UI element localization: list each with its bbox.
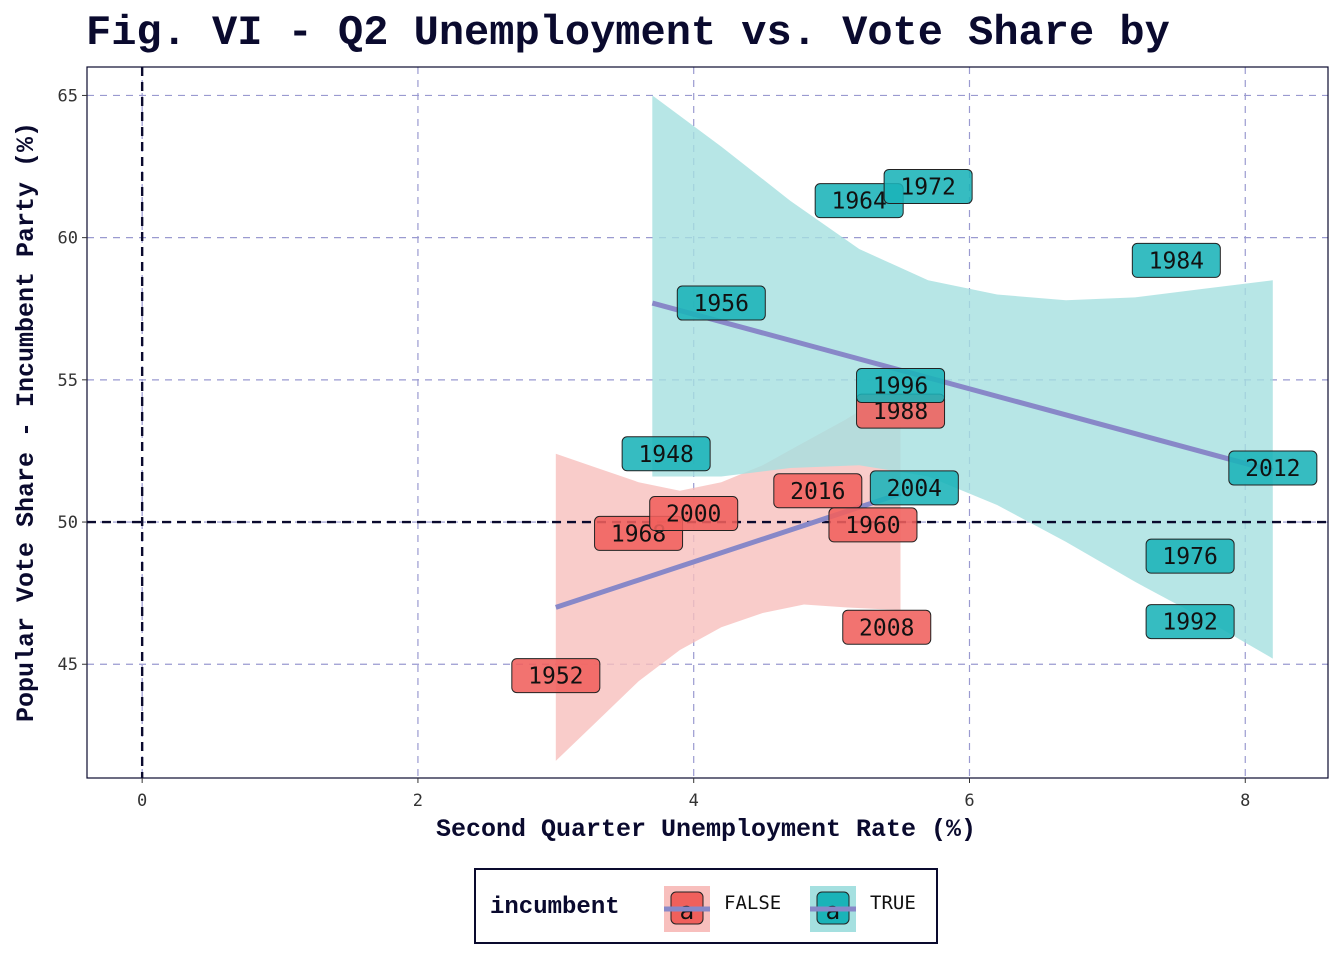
point-label-text: 1988 <box>873 399 928 425</box>
point-label-2008: 2008 <box>842 609 932 645</box>
point-label-box <box>649 496 739 532</box>
point-label-text: 2008 <box>859 615 914 641</box>
point-label-text: 1984 <box>1149 248 1204 274</box>
x-tick-label: 0 <box>137 791 147 811</box>
point-label-box <box>856 368 946 404</box>
point-label-text: 1956 <box>694 291 749 317</box>
point-label-2012: 2012 <box>1228 450 1318 486</box>
point-label-box <box>842 609 932 645</box>
point-label-1992: 1992 <box>1145 604 1235 640</box>
x-tick-label: 4 <box>689 791 699 811</box>
point-label-1984: 1984 <box>1131 242 1221 278</box>
point-label-box <box>511 658 601 694</box>
point-label-2000: 2000 <box>649 496 739 532</box>
point-label-text: 1972 <box>900 174 955 200</box>
point-label-text: 1992 <box>1162 610 1217 636</box>
legend-key-true: a <box>810 886 856 932</box>
y-axis-title: Popular Vote Share - Incumbent Party (%) <box>12 122 41 722</box>
point-labels: 1952196820002016196019882008194819561964… <box>511 168 1318 694</box>
point-label-2004: 2004 <box>869 470 959 506</box>
point-label-2016: 2016 <box>773 473 863 509</box>
x-tick-label: 2 <box>413 791 423 811</box>
point-label-text: 2016 <box>790 479 845 505</box>
point-label-1956: 1956 <box>676 285 766 321</box>
point-label-box <box>621 436 711 472</box>
point-label-text: 1976 <box>1162 544 1217 570</box>
point-label-box <box>883 168 973 204</box>
point-label-text: 2000 <box>666 502 721 528</box>
point-label-text: 1952 <box>528 664 583 690</box>
legend-key-false: a <box>664 886 710 932</box>
point-label-1976: 1976 <box>1145 538 1235 574</box>
point-label-text: 1960 <box>845 513 900 539</box>
point-label-text: 1948 <box>638 442 693 468</box>
point-label-text: 1996 <box>873 374 928 400</box>
fit-line-true <box>651 300 1274 474</box>
legend-label-true: TRUE <box>870 892 916 914</box>
point-label-text: 2004 <box>887 476 942 502</box>
x-axis-title: Second Quarter Unemployment Rate (%) <box>436 815 976 844</box>
point-label-1960: 1960 <box>828 507 918 543</box>
point-label-box <box>773 473 863 509</box>
y-tick-label: 55 <box>58 371 78 391</box>
plot-panel-border <box>86 66 1329 779</box>
y-tick-label: 60 <box>58 229 78 249</box>
point-label-box <box>1131 242 1221 278</box>
x-tick-label: 8 <box>1240 791 1250 811</box>
y-tick-label: 45 <box>58 655 78 675</box>
point-label-box <box>869 470 959 506</box>
point-label-box <box>1145 538 1235 574</box>
y-tick-label: 65 <box>58 86 78 106</box>
chart-title: Fig. VI - Q2 Unemployment vs. Vote Share… <box>86 9 1170 57</box>
legend-label-false: FALSE <box>724 892 782 914</box>
point-label-box <box>676 285 766 321</box>
point-label-1948: 1948 <box>621 436 711 472</box>
point-label-box <box>1228 450 1318 486</box>
point-label-1952: 1952 <box>511 658 601 694</box>
point-label-box <box>1145 604 1235 640</box>
point-label-1972: 1972 <box>883 168 973 204</box>
point-label-box <box>828 507 918 543</box>
point-label-text: 2012 <box>1245 456 1300 482</box>
x-tick-label: 6 <box>964 791 974 811</box>
y-tick-label: 50 <box>58 513 78 533</box>
axis-ticks: 0 2 4 6 8 45 50 55 60 65 <box>58 86 1251 811</box>
point-label-1996: 1996 <box>856 368 946 404</box>
point-label-text: 1964 <box>831 189 886 215</box>
confidence-band-true <box>652 95 1273 659</box>
legend: incumbent a FALSE a TRUE <box>474 868 938 944</box>
legend-title: incumbent <box>490 894 620 921</box>
